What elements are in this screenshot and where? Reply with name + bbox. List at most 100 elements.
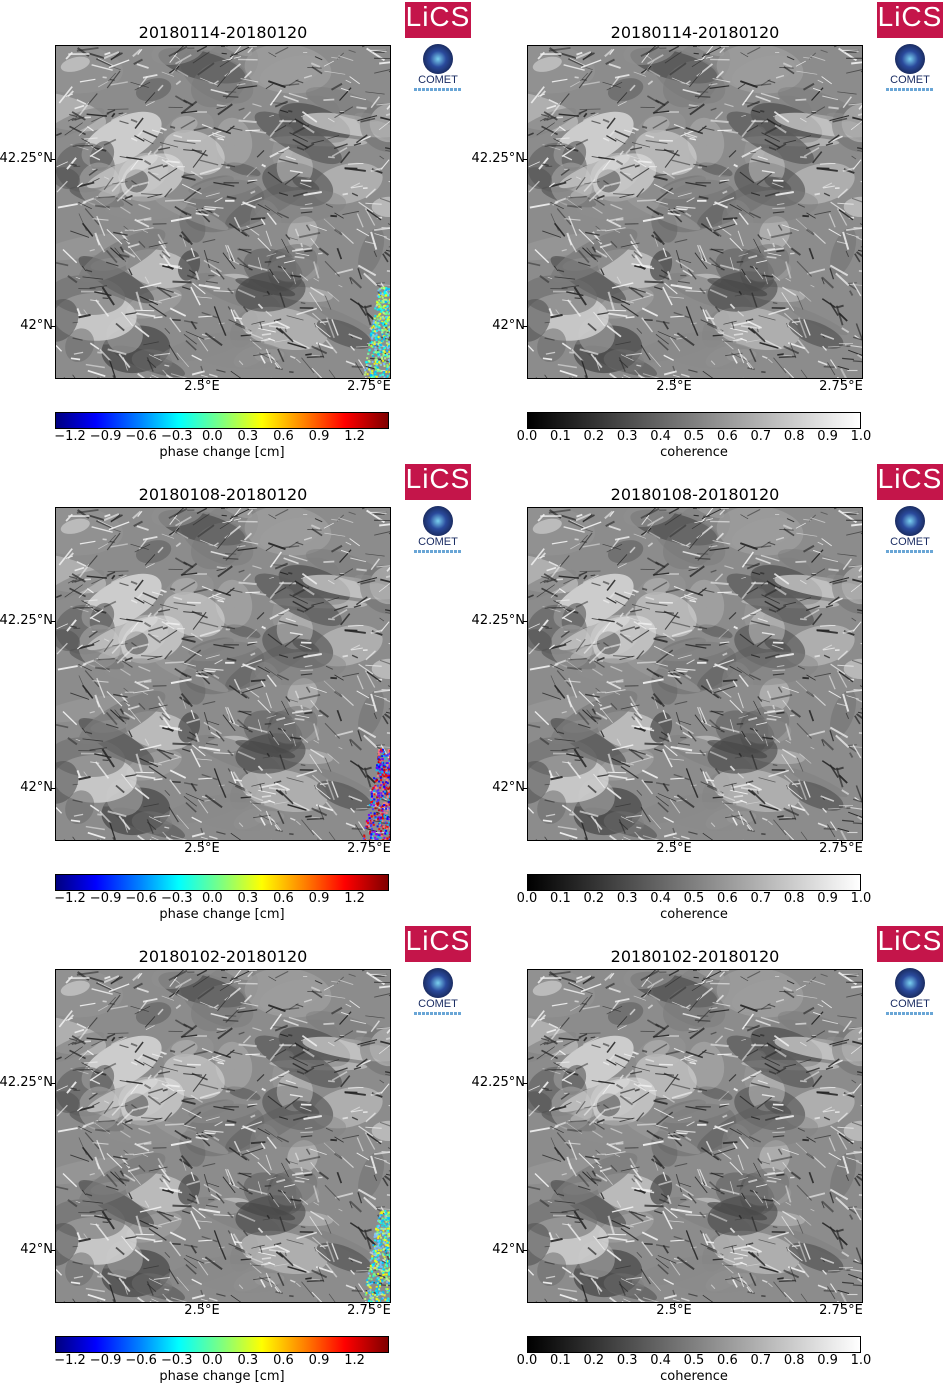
- colorbar-tick-label: 0.6: [273, 429, 294, 444]
- colorbar-tick-label: 1.0: [850, 1353, 872, 1368]
- comet-emblem-icon: [895, 44, 925, 74]
- colorbar-tick-label: 0.7: [750, 1353, 772, 1368]
- panel-title: 20180114-20180120: [138, 23, 308, 42]
- colorbar-tick-label: −0.6: [125, 1353, 157, 1368]
- colorbar-tick-label: 0.2: [583, 1353, 605, 1368]
- y-tick-label: 42°N: [20, 318, 53, 333]
- x-tick-label: 2.5°E: [184, 379, 220, 394]
- colorbar-tick-label: 0.4: [650, 1353, 671, 1368]
- y-tick-label: 42°N: [20, 1242, 53, 1257]
- x-tick-mark: [369, 841, 370, 845]
- comet-logo-text: COMET: [418, 536, 458, 548]
- colorbar-tick-label: 0.9: [308, 1353, 330, 1368]
- lics-logo-text: LiCS: [877, 463, 943, 494]
- x-tick-mark: [369, 1303, 370, 1307]
- colorbar-tick-label: 0.9: [308, 891, 330, 906]
- colorbar: [527, 1336, 861, 1353]
- y-tick-mark: [523, 159, 527, 160]
- y-tick-label: 42.25°N: [0, 151, 53, 166]
- y-tick-label: 42°N: [20, 780, 53, 795]
- colorbar-tick-label: 0.6: [717, 1353, 738, 1368]
- colorbar-label: coherence: [660, 445, 728, 460]
- comet-tagline-graphic: [414, 88, 462, 91]
- x-tick-mark: [202, 841, 203, 845]
- x-tick-mark: [841, 841, 842, 845]
- colorbar-tick-label: 0.8: [783, 891, 805, 906]
- comet-logo-text: COMET: [418, 74, 458, 86]
- y-tick-mark: [523, 788, 527, 789]
- colorbar-tick-label: 0.0: [201, 1353, 223, 1368]
- y-tick-mark: [523, 1250, 527, 1251]
- colorbar-tick-label: 0.3: [237, 891, 259, 906]
- comet-tagline-graphic: [886, 1012, 934, 1015]
- lics-logo: LiCS: [405, 464, 471, 500]
- comet-tagline-graphic: [414, 1012, 462, 1015]
- colorbar-tick-label: 0.3: [616, 429, 638, 444]
- lics-logo: LiCS: [877, 2, 943, 38]
- colorbar-tick-label: −0.3: [160, 1353, 193, 1368]
- colorbar-tick-label: −0.6: [125, 891, 157, 906]
- x-tick-mark: [369, 379, 370, 383]
- colorbar-tick-label: 0.9: [817, 1353, 838, 1368]
- x-tick-label: 2.5°E: [656, 1303, 692, 1318]
- colorbar-tick-label: −1.2: [54, 1353, 86, 1368]
- comet-logo-text: COMET: [418, 998, 458, 1010]
- y-tick-mark: [51, 326, 55, 327]
- phase-panel: 20180114-20180120 42.25°N 42°N 2.5°E 2.75°E −…: [0, 0, 472, 462]
- colorbar: [55, 874, 389, 891]
- colorbar-tick-label: 0.6: [717, 429, 738, 444]
- x-tick-mark: [202, 379, 203, 383]
- panel-title: 20180114-20180120: [610, 23, 780, 42]
- y-tick-label: 42°N: [492, 780, 525, 795]
- hillshade-terrain: [56, 508, 390, 840]
- y-tick-label: 42.25°N: [0, 1075, 53, 1090]
- x-tick-label: 2.5°E: [656, 379, 692, 394]
- colorbar: [55, 1336, 389, 1353]
- comet-emblem-icon: [423, 968, 453, 998]
- colorbar-tick-label: −1.2: [54, 891, 86, 906]
- comet-logo: COMET: [884, 968, 936, 1018]
- colorbar-tick-label: 0.0: [201, 891, 223, 906]
- colorbar-tick-label: −0.3: [160, 429, 193, 444]
- coherence-panel: 20180108-20180120 42.25°N 42°N 2.5°E 2.75°E 0…: [472, 462, 944, 924]
- coherence-panel: 20180114-20180120 42.25°N 42°N 2.5°E 2.75°E 0…: [472, 0, 944, 462]
- comet-tagline-graphic: [886, 550, 934, 553]
- lics-logo: LiCS: [877, 926, 943, 962]
- colorbar-label: phase change [cm]: [159, 907, 285, 922]
- x-tick-label: 2.75°E: [347, 1303, 391, 1318]
- hillshade-terrain: [528, 970, 862, 1302]
- colorbar: [527, 874, 861, 891]
- colorbar-tick-label: −0.9: [89, 891, 122, 906]
- y-tick-mark: [51, 1250, 55, 1251]
- colorbar-tick-label: 0.3: [616, 1353, 638, 1368]
- y-tick-label: 42.25°N: [471, 151, 525, 166]
- lics-logo-text: LiCS: [877, 1, 943, 32]
- y-tick-mark: [51, 788, 55, 789]
- colorbar-tick-label: 0.3: [616, 891, 638, 906]
- colorbar-tick-label: 0.4: [650, 891, 671, 906]
- colorbar-tick-label: 0.5: [683, 429, 705, 444]
- colorbar-tick-label: 0.2: [583, 429, 605, 444]
- lics-logo-text: LiCS: [405, 1, 471, 32]
- y-tick-mark: [51, 621, 55, 622]
- colorbar-tick-label: 0.3: [237, 1353, 259, 1368]
- colorbar-tick-label: 0.1: [550, 1353, 571, 1368]
- hillshade-terrain: [56, 970, 390, 1302]
- y-tick-mark: [523, 621, 527, 622]
- y-tick-label: 42°N: [492, 1242, 525, 1257]
- comet-emblem-icon: [423, 44, 453, 74]
- x-tick-mark: [202, 1303, 203, 1307]
- map-frame: [527, 45, 863, 379]
- comet-logo-text: COMET: [890, 998, 930, 1010]
- phase-panel: 20180108-20180120 42.25°N 42°N 2.5°E 2.75°E −…: [0, 462, 472, 924]
- y-tick-label: 42.25°N: [471, 1075, 525, 1090]
- colorbar-label: phase change [cm]: [159, 445, 285, 460]
- colorbar-tick-label: 0.9: [817, 891, 838, 906]
- lics-logo-text: LiCS: [405, 463, 471, 494]
- colorbar-tick-label: −0.9: [89, 429, 122, 444]
- x-tick-label: 2.75°E: [819, 1303, 863, 1318]
- colorbar-tick-label: −0.9: [89, 1353, 122, 1368]
- colorbar-tick-label: 0.5: [683, 891, 705, 906]
- panel-title: 20180102-20180120: [138, 947, 308, 966]
- x-tick-mark: [674, 1303, 675, 1307]
